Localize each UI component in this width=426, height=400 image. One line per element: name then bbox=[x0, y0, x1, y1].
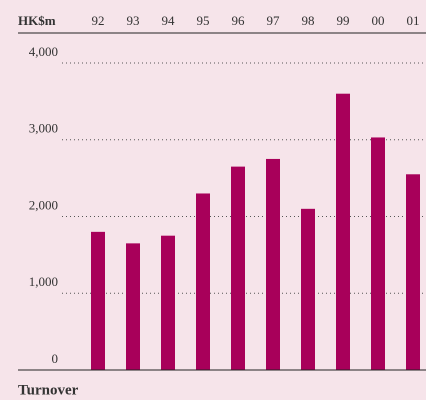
y-tick-label: 2,000 bbox=[29, 197, 58, 212]
y-tick-label: 0 bbox=[52, 351, 59, 366]
y-tick-label: 3,000 bbox=[29, 121, 58, 136]
x-tick-label: 96 bbox=[232, 13, 246, 28]
x-tick-label: 94 bbox=[162, 13, 176, 28]
bar bbox=[336, 93, 350, 370]
x-tick-label: 00 bbox=[372, 13, 385, 28]
bar bbox=[196, 193, 210, 370]
x-tick-label: 01 bbox=[407, 13, 420, 28]
y-tick-label: 1,000 bbox=[29, 274, 58, 289]
y-axis-unit: HK$m bbox=[18, 13, 56, 28]
bar bbox=[371, 137, 385, 370]
chart-title: Turnover bbox=[18, 382, 79, 398]
bar bbox=[301, 208, 315, 370]
bar bbox=[91, 231, 105, 370]
bar bbox=[231, 166, 245, 370]
x-tick-label: 97 bbox=[267, 13, 281, 28]
bar bbox=[266, 158, 280, 370]
x-tick-label: 99 bbox=[337, 13, 350, 28]
x-tick-label: 93 bbox=[127, 13, 140, 28]
bar bbox=[161, 235, 175, 370]
x-tick-label: 98 bbox=[302, 13, 315, 28]
y-tick-label: 4,000 bbox=[29, 44, 58, 59]
bar bbox=[406, 174, 420, 370]
x-tick-label: 95 bbox=[197, 13, 210, 28]
x-tick-label: 92 bbox=[92, 13, 105, 28]
bar bbox=[126, 243, 140, 370]
